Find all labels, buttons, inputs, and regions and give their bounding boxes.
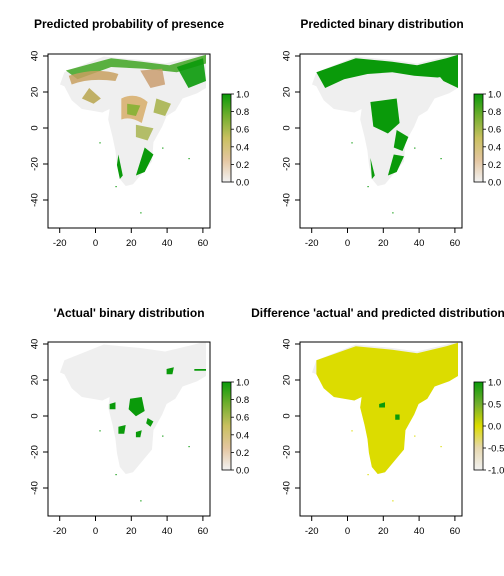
panel-title: Predicted binary distribution bbox=[300, 17, 463, 31]
y-tick-label: 20 bbox=[30, 87, 41, 98]
x-tick-label: 20 bbox=[126, 526, 137, 537]
x-tick-label: 0 bbox=[93, 526, 98, 537]
legend-colorbar: 1.0 0.8 0.6 0.4 0.2 0.0 bbox=[473, 90, 501, 189]
legend-tick-label: 0.4 bbox=[236, 430, 249, 441]
y-tick-label: 40 bbox=[282, 51, 293, 62]
y-tick-label: 20 bbox=[282, 375, 293, 386]
map-raster bbox=[312, 342, 458, 502]
legend-tick-label: 0.8 bbox=[236, 395, 249, 406]
x-tick-label: 40 bbox=[162, 238, 173, 249]
panel-title: Difference 'actual' and predicted distri… bbox=[251, 306, 504, 320]
map-panel-1: Predicted probability of presence -20 0 20 4… bbox=[30, 17, 250, 249]
legend-tick-label: -0.5 bbox=[488, 444, 504, 455]
x-tick-label: -20 bbox=[305, 238, 319, 249]
x-tick-label: -20 bbox=[53, 526, 67, 537]
y-tick-label: -20 bbox=[30, 157, 41, 171]
y-tick-label: 0 bbox=[282, 125, 293, 130]
x-tick-label: 40 bbox=[162, 526, 173, 537]
legend-tick-label: 0.0 bbox=[488, 422, 501, 433]
legend-tick-label: 1.0 bbox=[488, 378, 501, 389]
plot-frame bbox=[299, 53, 463, 229]
plot-frame bbox=[47, 53, 211, 229]
y-tick-label: 0 bbox=[30, 125, 41, 130]
legend-tick-label: 0.0 bbox=[488, 178, 501, 189]
x-tick-label: 60 bbox=[450, 526, 461, 537]
x-tick-label: 40 bbox=[414, 526, 425, 537]
map-panel-2: Predicted binary distribution -20 0 20 40 60 4… bbox=[282, 17, 502, 249]
x-tick-label: 20 bbox=[126, 238, 137, 249]
legend-colorbar: 1.0 0.8 0.6 0.4 0.2 0.0 bbox=[221, 90, 249, 189]
legend-tick-label: 0.0 bbox=[236, 466, 249, 477]
y-tick-label: 0 bbox=[282, 413, 293, 418]
legend-tick-label: 0.2 bbox=[236, 448, 249, 459]
legend-tick-label: 0.6 bbox=[236, 413, 249, 424]
y-tick-label: 40 bbox=[30, 339, 41, 350]
y-tick-label: -20 bbox=[282, 157, 293, 171]
map-raster bbox=[312, 54, 458, 214]
y-tick-label: 0 bbox=[30, 413, 41, 418]
legend-colorbar: 1.0 0.5 0.0 -0.5 -1.0 bbox=[473, 378, 504, 477]
legend-tick-label: -1.0 bbox=[488, 466, 504, 477]
y-tick-label: 40 bbox=[282, 339, 293, 350]
x-tick-label: 20 bbox=[378, 238, 389, 249]
legend-tick-label: 0.5 bbox=[488, 400, 501, 411]
x-tick-label: 0 bbox=[93, 238, 98, 249]
y-tick-label: -40 bbox=[30, 193, 41, 207]
legend-tick-label: 0.8 bbox=[488, 107, 501, 118]
legend-colorbar: 1.0 0.8 0.6 0.4 0.2 0.0 bbox=[221, 378, 249, 477]
legend-tick-label: 0.4 bbox=[236, 142, 249, 153]
legend-tick-label: 0.6 bbox=[236, 125, 249, 136]
x-tick-label: -20 bbox=[53, 238, 67, 249]
map-panel-3: 'Actual' binary distribution -20 0 20 40 60 40… bbox=[30, 306, 250, 537]
x-tick-label: 60 bbox=[198, 238, 209, 249]
x-tick-label: -20 bbox=[305, 526, 319, 537]
y-tick-label: -40 bbox=[282, 193, 293, 207]
x-tick-label: 60 bbox=[198, 526, 209, 537]
y-tick-label: 20 bbox=[282, 87, 293, 98]
plot-frame bbox=[47, 341, 211, 517]
legend-tick-label: 0.4 bbox=[488, 142, 501, 153]
legend-tick-label: 0.2 bbox=[236, 160, 249, 171]
x-tick-label: 20 bbox=[378, 526, 389, 537]
y-tick-label: 20 bbox=[30, 375, 41, 386]
map-raster bbox=[60, 342, 206, 502]
legend-tick-label: 1.0 bbox=[236, 90, 249, 101]
panel-title: 'Actual' binary distribution bbox=[53, 306, 204, 320]
x-tick-label: 0 bbox=[345, 526, 350, 537]
legend-tick-label: 0.6 bbox=[488, 125, 501, 136]
x-tick-label: 60 bbox=[450, 238, 461, 249]
plot-frame bbox=[299, 341, 463, 517]
map-panel-4: Difference 'actual' and predicted distri… bbox=[251, 306, 504, 537]
legend-tick-label: 1.0 bbox=[236, 378, 249, 389]
panel-title: Predicted probability of presence bbox=[34, 17, 224, 31]
legend-tick-label: 1.0 bbox=[488, 90, 501, 101]
x-tick-label: 40 bbox=[414, 238, 425, 249]
y-tick-label: -20 bbox=[282, 445, 293, 459]
map-raster bbox=[60, 54, 207, 214]
y-tick-label: 40 bbox=[30, 51, 41, 62]
y-tick-label: -40 bbox=[30, 481, 41, 495]
legend-tick-label: 0.0 bbox=[236, 178, 249, 189]
x-tick-label: 0 bbox=[345, 238, 350, 249]
legend-tick-label: 0.2 bbox=[488, 160, 501, 171]
y-tick-label: -40 bbox=[282, 481, 293, 495]
legend-tick-label: 0.8 bbox=[236, 107, 249, 118]
y-tick-label: -20 bbox=[30, 445, 41, 459]
